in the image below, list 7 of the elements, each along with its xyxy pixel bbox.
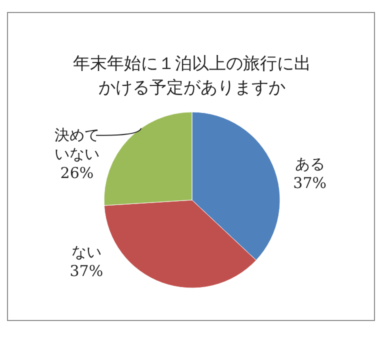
data-label: 26% [59, 164, 95, 184]
slice-label: ある [294, 154, 326, 174]
data-label: 37% [68, 262, 104, 282]
data-label: 37% [292, 174, 328, 193]
slice-label: ない [70, 243, 102, 262]
chart-title: 年末年始に１泊以上の旅行に出かける予定がありますか [72, 53, 312, 100]
slice-label: 決めていない [53, 126, 100, 164]
